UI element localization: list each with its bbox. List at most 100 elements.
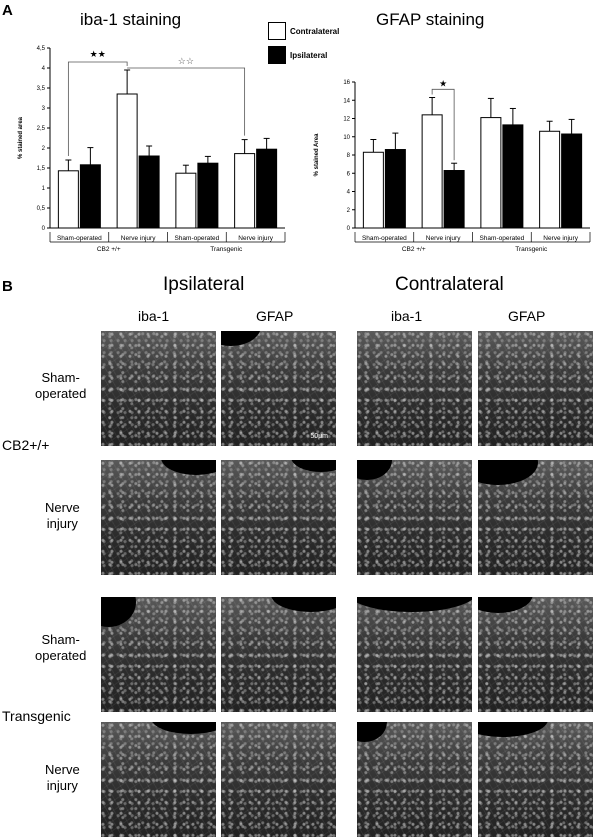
contra-gfap-heading: GFAP [508, 308, 546, 324]
bar [384, 149, 406, 229]
legend-contralateral-swatch [268, 22, 286, 40]
significance-bracket [431, 88, 455, 161]
category-label: Sham-operated [57, 235, 102, 242]
legend-contralateral-label: Contralateral [290, 26, 340, 36]
legend-ipsilateral-swatch [268, 46, 286, 64]
y-tick-label: 2 [42, 146, 46, 152]
scale-bar-label: 50μm [310, 433, 328, 440]
y-tick-label: 14 [343, 98, 350, 104]
significance-marker: ☆☆ [178, 56, 194, 66]
group-label: Transgenic [515, 246, 548, 253]
gfap-chart-title: GFAP staining [376, 10, 485, 29]
micrograph-cb2-nerve-contra-iba1 [357, 460, 472, 575]
legend-ipsilateral: Ipsilateral [268, 46, 327, 64]
panel-a-letter: A [2, 2, 13, 19]
contra-iba1-heading: iba-1 [391, 308, 423, 324]
row-label-nerve-2a: Nerve [45, 762, 80, 777]
bar [116, 93, 138, 229]
row-label-sham-1a: Sham- [41, 370, 80, 385]
y-tick-label: 6 [347, 171, 351, 177]
ipsilateral-heading: Ipsilateral [163, 274, 245, 295]
row-label-sham-2b: operated [35, 648, 87, 663]
bar [480, 117, 502, 229]
y-tick-label: 8 [347, 153, 351, 159]
iba1-bar-chart: 0 0,5 1 1,5 2 2,5 3 3,5 4 4,5 % stained area Sham-o… [18, 46, 286, 253]
bar [197, 162, 219, 229]
micrograph-tg-nerve-contra-gfap [478, 722, 593, 837]
bar [362, 151, 384, 229]
y-tick-label: 0,5 [37, 206, 46, 212]
y-tick-label: 4,5 [37, 46, 46, 52]
micrograph-tg-nerve-contra-iba1 [357, 722, 472, 837]
y-tick-label: 3 [42, 106, 46, 112]
category-label: Nerve injury [426, 235, 461, 242]
legend-ipsilateral-label: Ipsilateral [290, 50, 328, 60]
bar [443, 170, 465, 229]
ipsi-gfap-heading: GFAP [256, 308, 294, 324]
micrograph-tg-sham-ipsi-iba1 [101, 597, 216, 712]
bar [561, 133, 583, 229]
micrograph-cb2-nerve-contra-gfap [478, 460, 593, 575]
group-label: CB2 +/+ [97, 246, 121, 253]
significance-marker: ★ [439, 78, 447, 88]
gfap-bar-chart: 0 2 4 6 8 10 12 14 16 % stained Area Sham-operated… [314, 78, 591, 253]
row-label-sham-1: Sham- operated [35, 370, 86, 402]
category-label: Sham-operated [479, 235, 524, 242]
bar [234, 153, 256, 229]
category-label: Nerve injury [238, 235, 273, 242]
y-tick-label: 2 [347, 208, 351, 214]
micrograph-tg-nerve-ipsi-iba1 [101, 722, 216, 837]
row-label-nerve-1b: injury [46, 516, 78, 531]
y-tick-label: 4 [347, 190, 351, 196]
y-tick-label: 0 [42, 226, 46, 232]
category-label: Nerve injury [121, 235, 156, 242]
panel-b-letter: B [2, 278, 13, 295]
row-label-sham-1b: operated [35, 386, 87, 401]
y-tick-label: 1 [42, 186, 46, 192]
row-label-nerve-1a: Nerve [45, 500, 80, 515]
category-label: Nerve injury [543, 235, 578, 242]
y-tick-label: 1,5 [37, 166, 46, 172]
group-label-cb2: CB2+/+ [2, 437, 50, 453]
y-axis-title: % stained Area [314, 133, 320, 176]
micrograph-tg-sham-ipsi-gfap [221, 597, 336, 712]
y-tick-label: 16 [343, 80, 350, 86]
bar [502, 124, 524, 229]
group-label-transgenic: Transgenic [2, 708, 71, 724]
micrograph-cb2-sham-ipsi-gfap: 50μm [221, 331, 336, 446]
category-label: Sham-operated [174, 235, 219, 242]
y-axis-title: % stained area [18, 116, 24, 159]
bar [175, 172, 197, 229]
significance-bracket [67, 61, 128, 156]
micrograph-cb2-sham-contra-gfap [478, 331, 593, 446]
micrograph-cb2-sham-contra-iba1 [357, 331, 472, 446]
micrograph-cb2-nerve-ipsi-gfap [221, 460, 336, 575]
row-label-sham-2a: Sham- [41, 632, 80, 647]
bar [421, 114, 443, 229]
row-label-nerve-2b: injury [46, 778, 78, 793]
row-label-sham-2: Sham- operated [35, 632, 86, 664]
category-label: Sham-operated [362, 235, 407, 242]
micrograph-tg-sham-contra-iba1 [357, 597, 472, 712]
ipsi-iba1-heading: iba-1 [138, 308, 170, 324]
bar [57, 170, 79, 229]
group-label: CB2 +/+ [402, 246, 426, 253]
row-label-nerve-2: Nerve injury [45, 762, 80, 794]
y-tick-label: 2,5 [37, 126, 46, 132]
significance-bracket [127, 67, 246, 136]
bar [138, 155, 160, 229]
y-tick-label: 12 [343, 117, 350, 123]
y-tick-label: 4 [42, 66, 46, 72]
contralateral-heading: Contralateral [395, 274, 504, 295]
row-label-nerve-1: Nerve injury [45, 500, 80, 532]
iba1-chart-title: iba-1 staining [80, 10, 182, 29]
legend-contralateral: Contralateral [268, 22, 339, 40]
y-tick-label: 10 [343, 135, 350, 141]
micrograph-tg-sham-contra-gfap [478, 597, 593, 712]
micrograph-cb2-sham-ipsi-iba1 [101, 331, 216, 446]
bar [256, 148, 278, 229]
bar [79, 164, 101, 229]
micrograph-cb2-nerve-ipsi-iba1 [101, 460, 216, 575]
bar [539, 130, 561, 229]
significance-marker: ★★ [90, 49, 106, 59]
